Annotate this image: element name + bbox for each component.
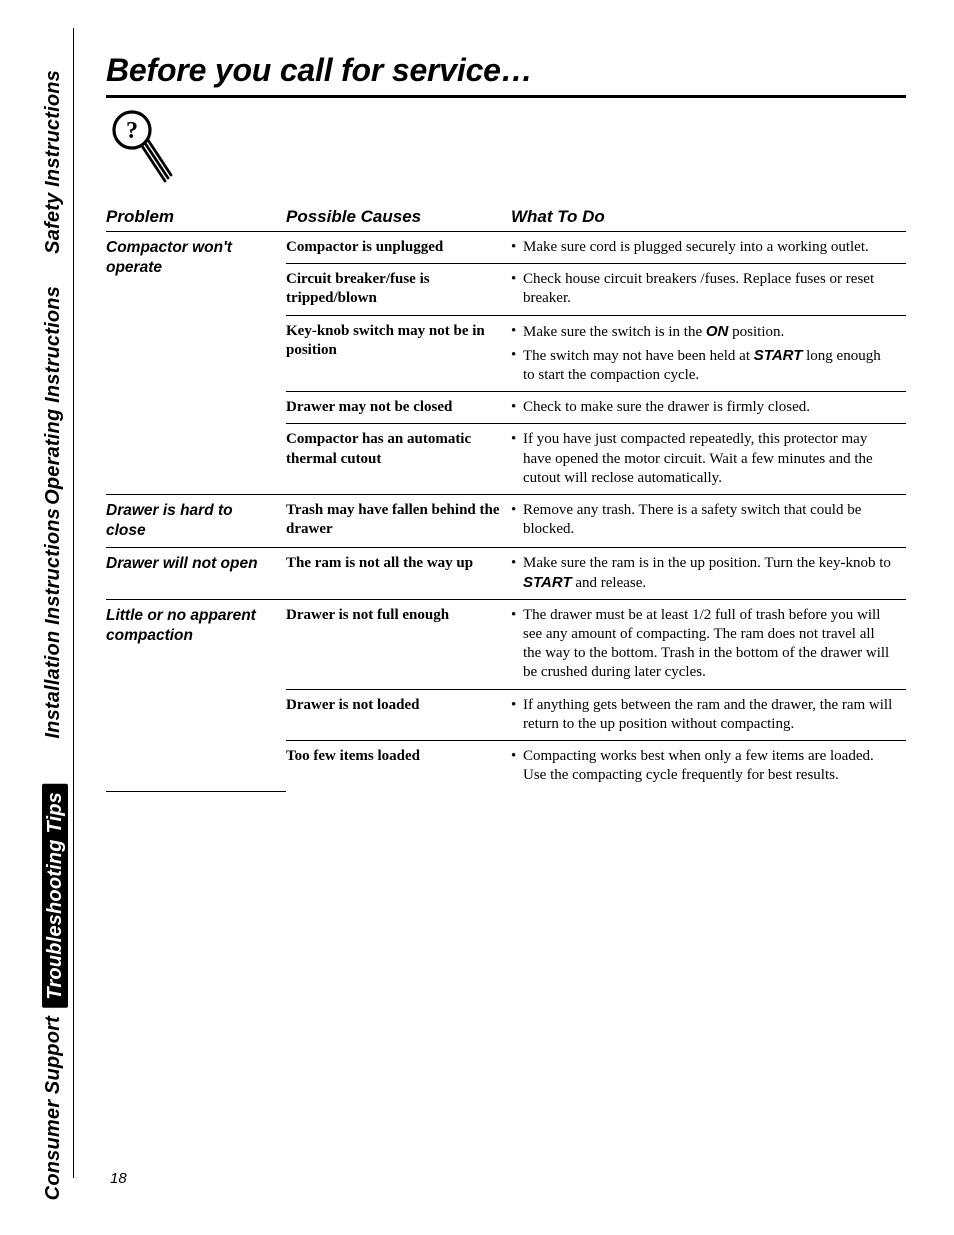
problem-cell: Little or no apparent compaction <box>106 599 286 791</box>
problem-cell: Drawer will not open <box>106 547 286 599</box>
what-to-do-cell: •If anything gets between the ram and th… <box>511 689 906 740</box>
tab-operating-instructions[interactable]: Operating Instructions <box>42 286 68 505</box>
page-number: 18 <box>110 1170 127 1187</box>
troubleshooting-table: Problem Possible Causes What To Do Compa… <box>106 203 906 792</box>
tab-troubleshooting-tips[interactable]: Troubleshooting Tips <box>42 784 68 1008</box>
table-row: Drawer will not openThe ram is not all t… <box>106 547 906 599</box>
cause-cell: Circuit breaker/fuse is tripped/blown <box>286 264 511 315</box>
what-to-do-cell: •If you have just compacted repeatedly, … <box>511 424 906 495</box>
cause-cell: Trash may have fallen behind the drawer <box>286 494 511 547</box>
cause-cell: Compactor has an automatic thermal cutou… <box>286 424 511 495</box>
what-to-do-cell: •Remove any trash. There is a safety swi… <box>511 494 906 547</box>
what-to-do-cell: •Make sure the ram is in the up position… <box>511 547 906 599</box>
what-to-do-cell: •The drawer must be at least 1/2 full of… <box>511 599 906 689</box>
what-to-do-cell: •Make sure the switch is in the ON posit… <box>511 315 906 392</box>
page-title: Before you call for service… <box>106 52 906 89</box>
cause-cell: Drawer is not full enough <box>286 599 511 689</box>
cause-cell: The ram is not all the way up <box>286 547 511 599</box>
cause-cell: Drawer is not loaded <box>286 689 511 740</box>
content-area: Before you call for service… ? Problem P… <box>106 52 906 792</box>
header-causes: Possible Causes <box>286 203 511 232</box>
cause-cell: Drawer may not be closed <box>286 392 511 424</box>
what-to-do-cell: •Make sure cord is plugged securely into… <box>511 232 906 264</box>
what-to-do-cell: •Check to make sure the drawer is firmly… <box>511 392 906 424</box>
tab-consumer-support[interactable]: Consumer Support <box>42 1016 68 1200</box>
table-row: Compactor won't operateCompactor is unpl… <box>106 232 906 264</box>
tab-safety-instructions[interactable]: Safety Instructions <box>42 70 68 254</box>
sidebar: Safety Instructions Operating Instructio… <box>46 28 74 1178</box>
title-rule <box>106 95 906 98</box>
what-to-do-cell: •Compacting works best when only a few i… <box>511 741 906 792</box>
svg-text:?: ? <box>126 118 138 144</box>
table-row: Little or no apparent compactionDrawer i… <box>106 599 906 689</box>
problem-cell: Drawer is hard to close <box>106 494 286 547</box>
what-to-do-cell: •Check house circuit breakers /fuses. Re… <box>511 264 906 315</box>
header-problem: Problem <box>106 203 286 232</box>
problem-cell: Compactor won't operate <box>106 232 286 495</box>
table-row: Drawer is hard to closeTrash may have fa… <box>106 494 906 547</box>
cause-cell: Too few items loaded <box>286 741 511 792</box>
header-what: What To Do <box>511 203 906 232</box>
cause-cell: Key-knob switch may not be in position <box>286 315 511 392</box>
magnifier-icon: ? <box>110 108 906 191</box>
cause-cell: Compactor is unplugged <box>286 232 511 264</box>
tab-installation-instructions[interactable]: Installation Instructions <box>42 508 68 739</box>
